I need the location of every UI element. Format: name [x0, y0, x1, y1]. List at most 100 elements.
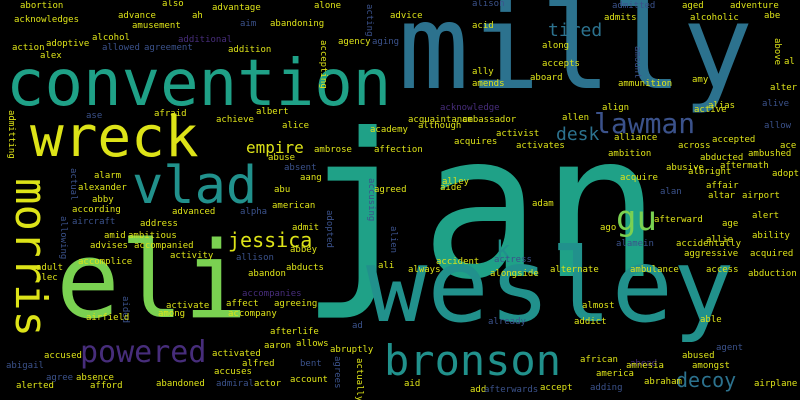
word-alex: alex: [40, 51, 62, 61]
word-abduction: abduction: [748, 269, 797, 279]
word-accuses: accuses: [214, 367, 252, 377]
word-desk: desk: [556, 124, 600, 145]
word-abuse: abuse: [268, 153, 296, 163]
word-alpha: alpha: [240, 207, 268, 217]
word-ambition: ambition: [608, 149, 652, 159]
word-advice: advice: [390, 11, 423, 21]
word-absent: absent: [284, 163, 317, 173]
word-ali: ali: [378, 261, 395, 271]
word-amid: amid: [104, 231, 126, 241]
word-albright: albright: [688, 167, 732, 177]
word-abused: abused: [682, 351, 715, 361]
word-accepting: accepting: [318, 40, 328, 89]
word-allowing: allowing: [58, 216, 68, 260]
word-addition: addition: [228, 45, 272, 55]
word-alan: alan: [660, 187, 682, 197]
word-amy: amy: [692, 75, 709, 85]
word-addict: addict: [574, 317, 607, 327]
word-adult: adult: [36, 263, 64, 273]
word-afraid: afraid: [154, 109, 187, 119]
word-ally: ally: [472, 67, 494, 77]
word-along: along: [542, 41, 570, 51]
word-age: age: [722, 219, 739, 229]
word-accompany: accompany: [228, 309, 277, 319]
word-always: always: [408, 265, 441, 275]
word-accidentally: accidentally: [676, 239, 742, 249]
word-acquired: acquired: [750, 249, 794, 259]
word-affect: affect: [226, 299, 259, 309]
word-alive: alive: [762, 99, 790, 109]
word-allow: allow: [764, 121, 792, 131]
word-alias: alias: [708, 101, 736, 111]
word-acquaintance: acquaintance: [408, 115, 474, 125]
word-above: above: [772, 38, 782, 66]
word-amusement: amusement: [132, 21, 181, 31]
word-activates: activates: [516, 141, 565, 151]
word-among: among: [158, 309, 186, 319]
word-actor: actor: [254, 379, 282, 389]
word-access: access: [706, 265, 739, 275]
word-ambassador: ambassador: [462, 115, 517, 125]
word-aging: aging: [372, 37, 400, 47]
word-wesley: wesley: [366, 227, 735, 346]
word-abandoned: abandoned: [156, 379, 205, 389]
word-amends: amends: [472, 79, 505, 89]
word-american: american: [272, 201, 316, 211]
word-ammunition: ammunition: [618, 79, 673, 89]
word-add: add: [470, 385, 487, 395]
word-bent: bent: [300, 359, 322, 369]
word-actual: actual: [68, 168, 78, 201]
word-albert: albert: [256, 107, 289, 117]
word-alongside: alongside: [490, 269, 539, 279]
word-accept: accept: [540, 383, 573, 393]
word-affection: affection: [374, 145, 423, 155]
word-amongst: amongst: [692, 361, 730, 371]
word-airfield: airfield: [86, 313, 130, 323]
word-allows: allows: [296, 339, 329, 349]
word-already: already: [488, 317, 526, 327]
word-acquires: acquires: [454, 137, 498, 147]
word-lawman: lawman: [594, 107, 696, 140]
word-alarm: alarm: [94, 171, 122, 181]
word-activated: activated: [212, 349, 261, 359]
word-aggressive: aggressive: [684, 249, 739, 259]
word-acting: acting: [364, 4, 374, 37]
word-allie: allie: [706, 235, 734, 245]
word-advantage: advantage: [212, 3, 261, 13]
word-afterwards: afterwards: [484, 385, 539, 395]
word-alamein: alamein: [616, 239, 654, 249]
word-wreck: wreck: [30, 105, 199, 170]
word-agreement: agreement: [144, 43, 193, 53]
word-convention: convention: [6, 47, 392, 121]
word-allen: allen: [562, 113, 590, 123]
word-advance: advance: [118, 11, 156, 21]
word-abby: abby: [92, 195, 114, 205]
word-aircraft: aircraft: [72, 217, 116, 227]
word-academy: academy: [370, 125, 408, 135]
word-accident: accident: [436, 257, 480, 267]
word-bronson: bronson: [384, 336, 562, 385]
word-afterward: afterward: [654, 215, 703, 225]
word-admits: admits: [604, 13, 637, 23]
word-jessica: jessica: [228, 228, 313, 252]
word-additional: additional: [178, 35, 233, 45]
word-action: action: [12, 43, 45, 53]
word-aaron: aaron: [264, 341, 292, 351]
word-affair: affair: [706, 181, 739, 191]
word-ah: ah: [192, 11, 203, 21]
word-morris: morris: [5, 178, 56, 337]
word-milly: milly: [398, 0, 754, 116]
word-vlad: vlad: [132, 156, 258, 216]
word-abraham: abraham: [644, 377, 682, 387]
word-gu: gu: [616, 199, 657, 239]
word-account: account: [290, 375, 328, 385]
word-aboard: aboard: [530, 73, 563, 83]
word-ability: ability: [752, 231, 790, 241]
word-admitting: admitting: [6, 110, 16, 159]
word-according: according: [72, 205, 121, 215]
word-agent: agent: [716, 343, 744, 353]
word-across: across: [678, 141, 711, 151]
word-admit: admit: [292, 223, 320, 233]
word-actress: actress: [494, 255, 532, 265]
